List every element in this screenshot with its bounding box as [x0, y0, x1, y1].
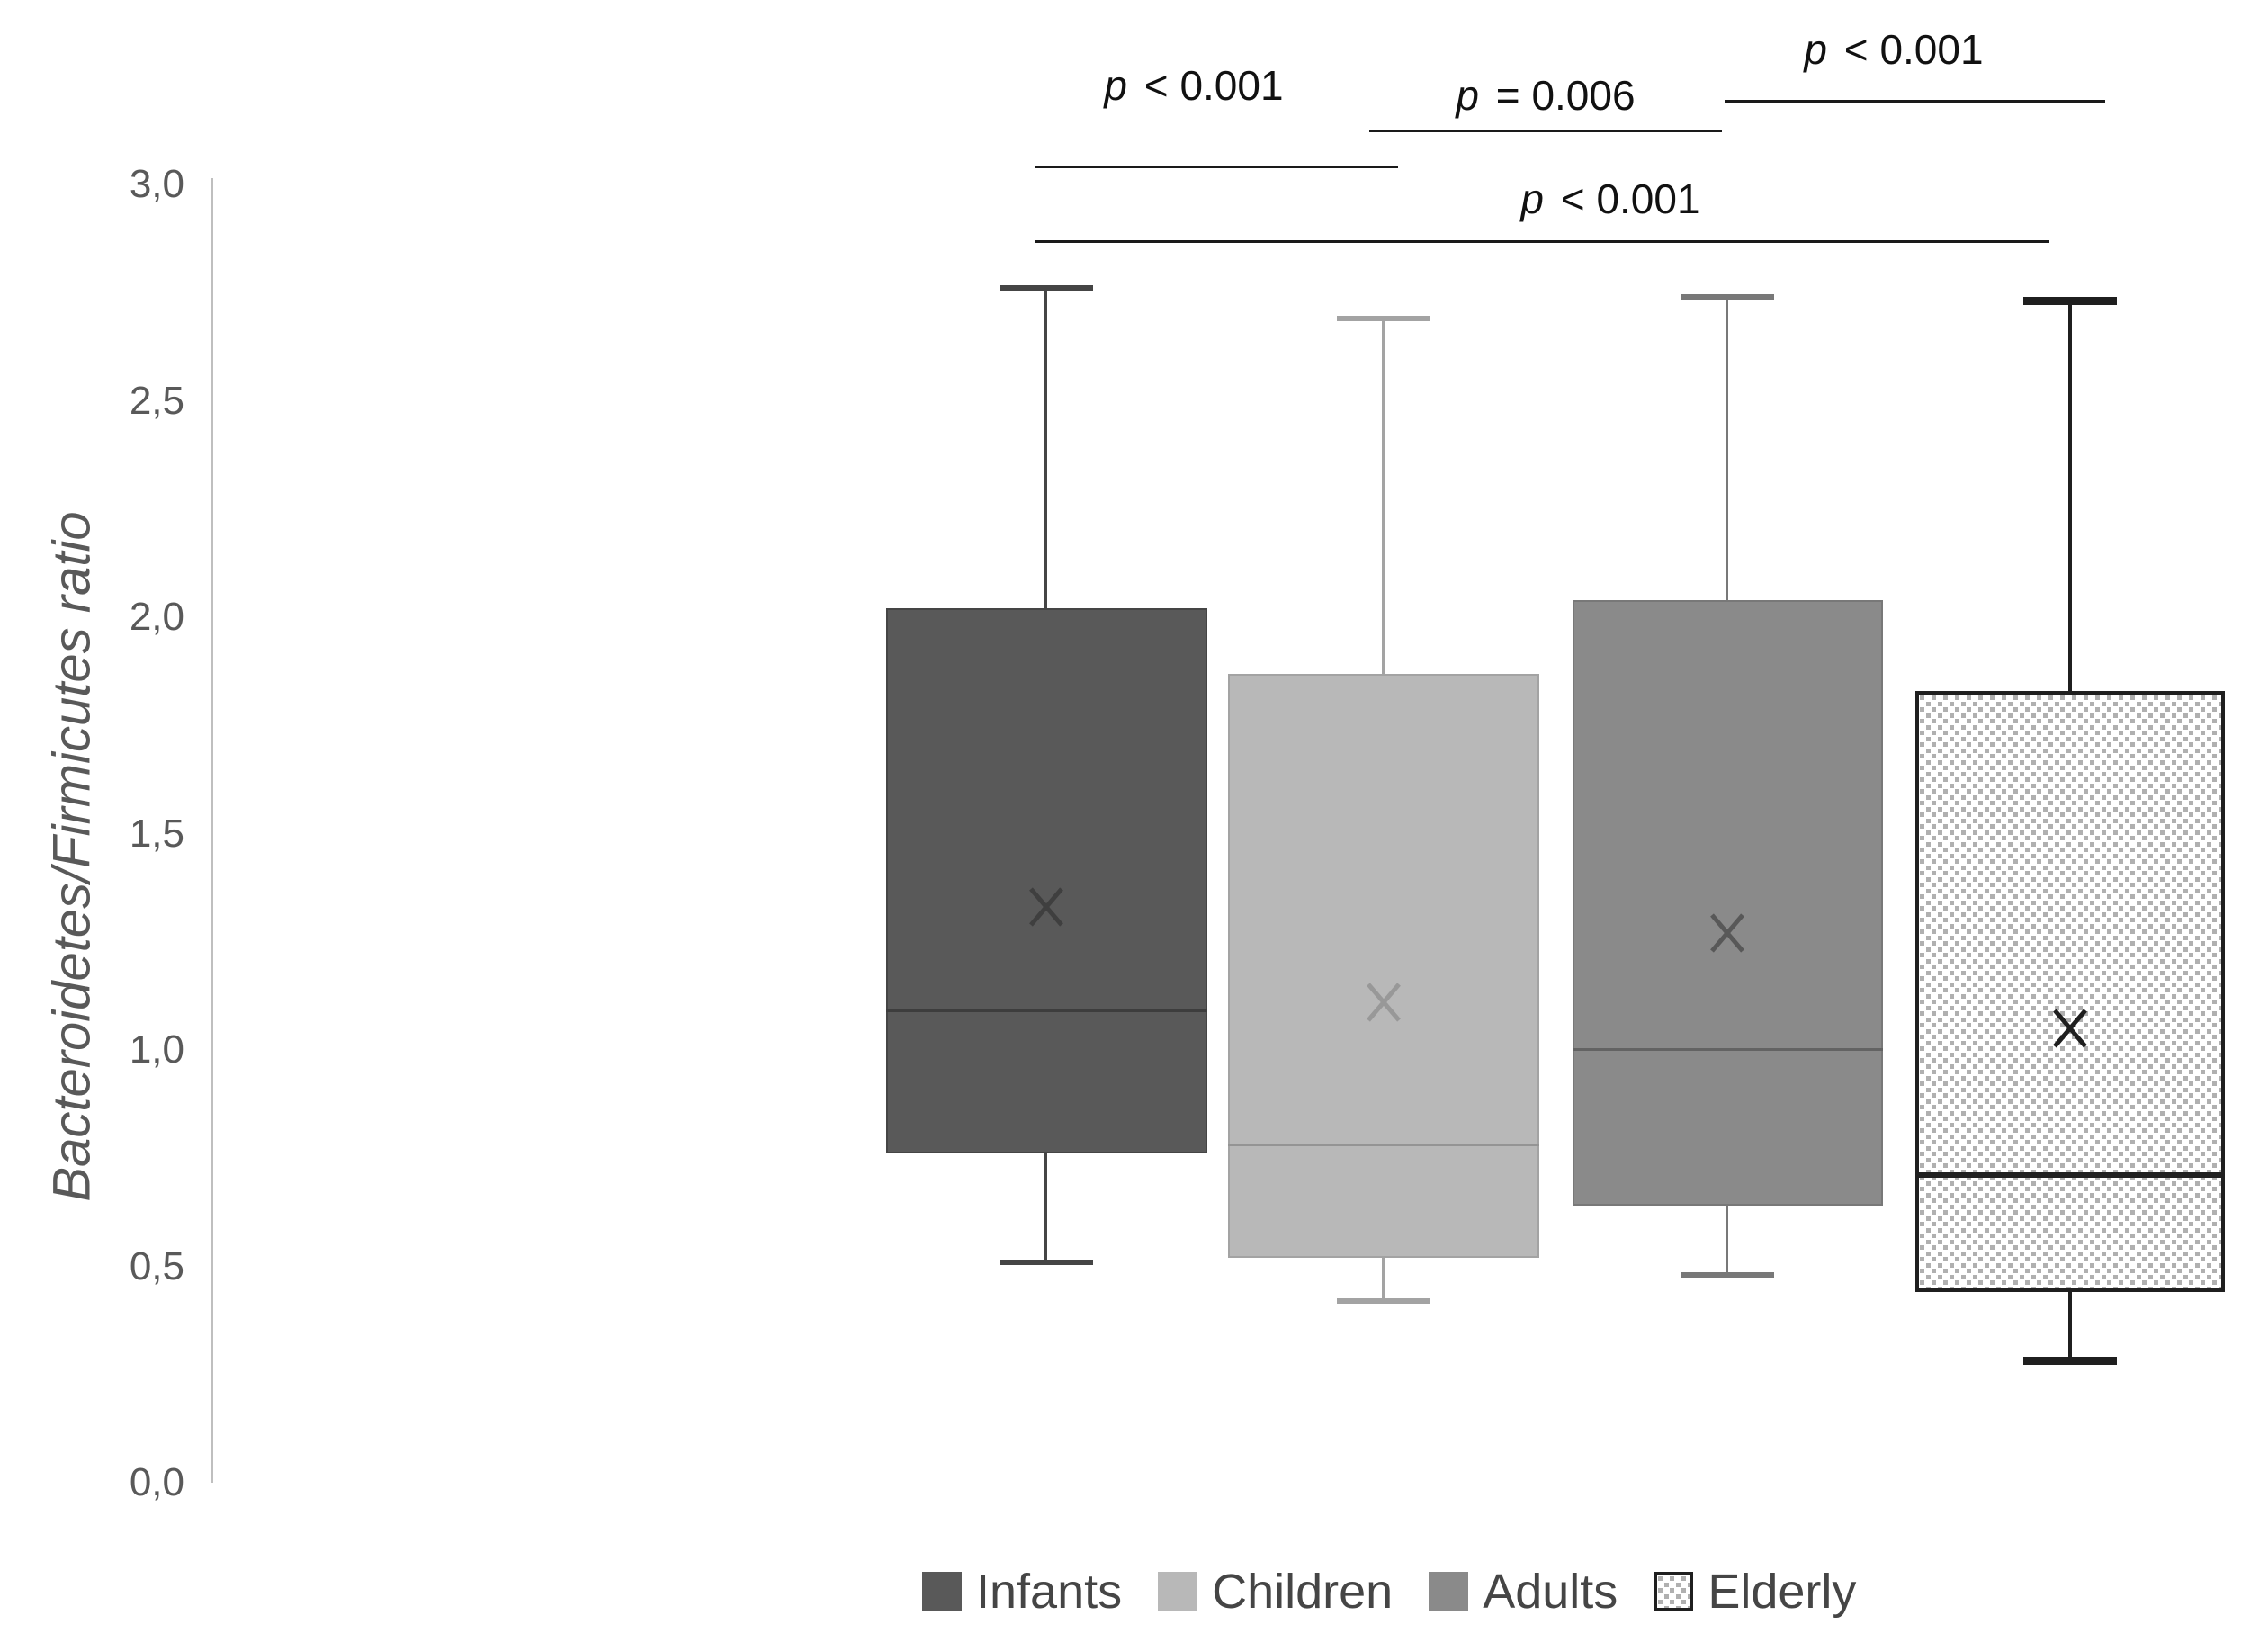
box-infants: [886, 608, 1207, 1153]
whisker-cap-bottom-adults: [1681, 1272, 1774, 1278]
mean-x-icon: [1710, 913, 1744, 953]
legend-item-children: Children: [1158, 1567, 1393, 1616]
whisker-cap-top-elderly: [2023, 297, 2117, 305]
bracket-label-1: p < 0.001: [1104, 62, 1284, 109]
mean-x-icon: [1367, 983, 1401, 1022]
whisker-cap-top-children: [1337, 316, 1430, 321]
legend: Infants Children Adults Elderly: [922, 1567, 1856, 1616]
mean-x-icon: [2053, 1009, 2087, 1048]
legend-item-adults: Adults: [1429, 1567, 1618, 1616]
legend-swatch-icon: [1158, 1572, 1198, 1611]
mean-marker-infants: [1026, 882, 1067, 932]
y-tick-label: 0,5: [129, 1244, 184, 1288]
bracket-line-4: [1035, 240, 2049, 243]
mean-marker-elderly: [2049, 1003, 2091, 1054]
bracket-line-3: [1725, 100, 2105, 103]
median-line-children: [1228, 1144, 1539, 1146]
whisker-top-children: [1382, 319, 1385, 674]
y-tick-label: 0,0: [129, 1460, 184, 1504]
mean-marker-adults: [1707, 908, 1748, 958]
mean-x-icon: [1029, 887, 1063, 927]
box-children: [1228, 674, 1539, 1258]
mean-marker-children: [1363, 977, 1404, 1027]
whisker-cap-bottom-elderly: [2023, 1357, 2117, 1365]
bracket-line-2: [1369, 130, 1722, 132]
whisker-bottom-elderly: [2068, 1292, 2072, 1361]
box-elderly: [1915, 691, 2225, 1292]
whisker-top-elderly: [2068, 301, 2072, 691]
whisker-top-adults: [1726, 297, 1728, 600]
whisker-top-infants: [1044, 288, 1047, 608]
y-tick-label: 1,0: [129, 1027, 184, 1072]
bracket-label-3: p < 0.001: [1804, 26, 1984, 73]
y-tick-label: 2,5: [129, 379, 184, 423]
legend-label: Children: [1212, 1565, 1394, 1619]
y-tick-label: 3,0: [129, 162, 184, 206]
legend-item-elderly: Elderly: [1654, 1567, 1856, 1616]
y-tick-label: 2,0: [129, 595, 184, 639]
legend-swatch-icon: [1429, 1572, 1469, 1611]
legend-label: Elderly: [1708, 1565, 1857, 1619]
median-line-elderly: [1915, 1172, 2225, 1178]
whisker-cap-bottom-children: [1337, 1298, 1430, 1304]
whisker-cap-bottom-infants: [1000, 1260, 1093, 1265]
whisker-cap-top-adults: [1681, 294, 1774, 300]
y-axis-line: [211, 178, 213, 1483]
whisker-cap-top-infants: [1000, 285, 1093, 291]
legend-swatch-icon: [1654, 1572, 1694, 1611]
legend-label: Adults: [1483, 1565, 1618, 1619]
legend-label: Infants: [976, 1565, 1123, 1619]
median-line-infants: [886, 1009, 1207, 1012]
legend-item-infants: Infants: [922, 1567, 1122, 1616]
bracket-line-1: [1035, 166, 1398, 168]
legend-swatch-icon: [922, 1572, 962, 1611]
whisker-bottom-infants: [1044, 1153, 1047, 1262]
whisker-bottom-adults: [1726, 1206, 1728, 1275]
speckle-pattern: [1919, 695, 2221, 1288]
y-tick-label: 1,5: [129, 812, 184, 856]
bracket-label-4: p < 0.001: [1520, 175, 1700, 222]
whisker-bottom-children: [1382, 1258, 1385, 1301]
bracket-label-2: p = 0.006: [1456, 72, 1636, 119]
median-line-adults: [1573, 1048, 1883, 1051]
box-adults: [1573, 600, 1883, 1206]
speckle-pattern: [1657, 1575, 1690, 1608]
